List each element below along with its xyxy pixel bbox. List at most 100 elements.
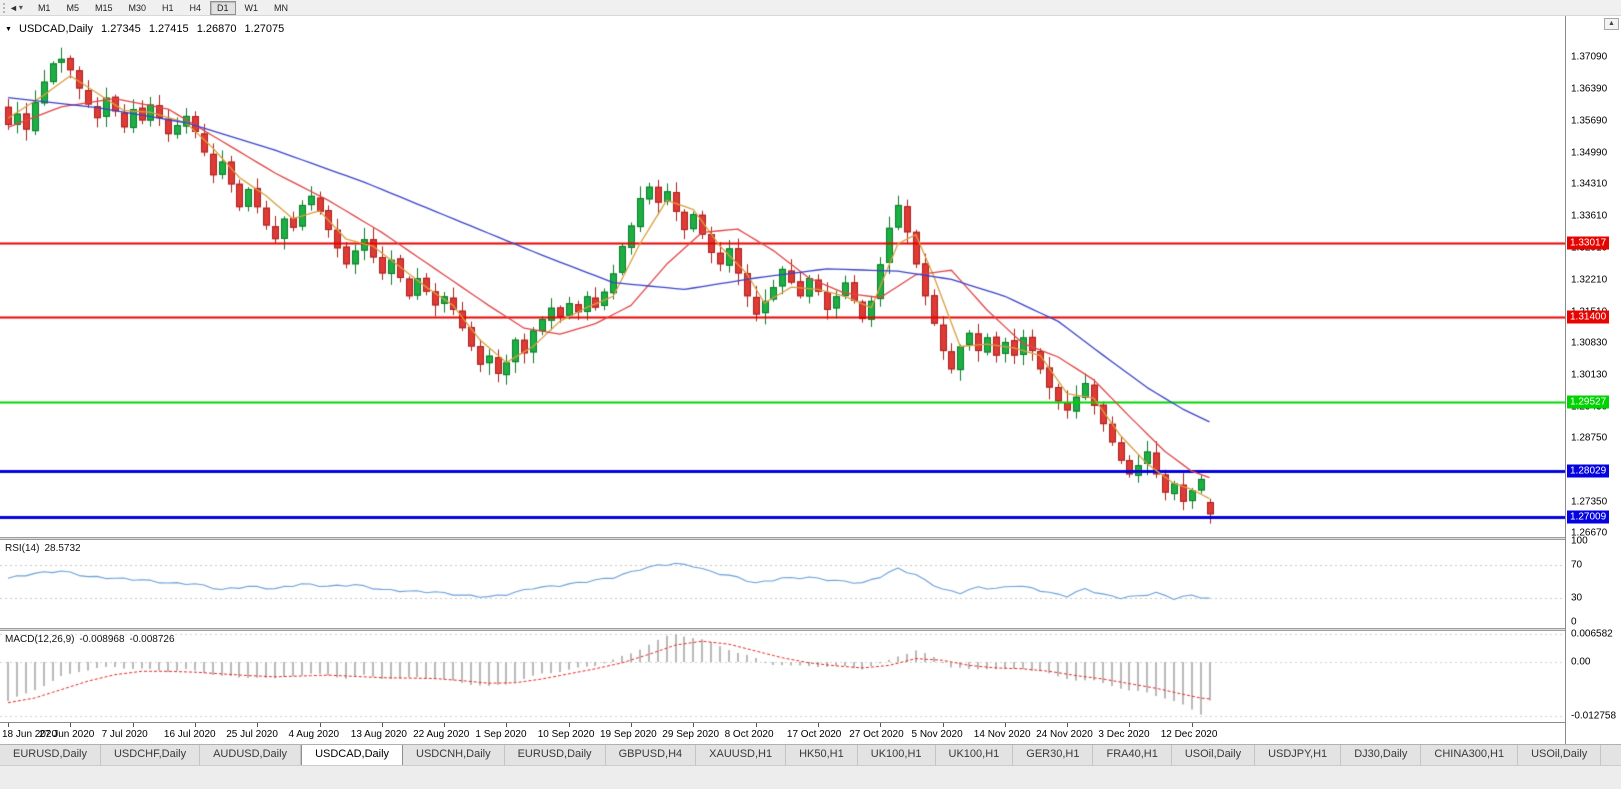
- chart-tab-audusd-daily[interactable]: AUDUSD,Daily: [200, 745, 302, 765]
- date-axis-tick: [693, 723, 695, 727]
- ohlc-readout: ▼ USDCAD,Daily 1.27345 1.27415 1.26870 1…: [5, 23, 289, 35]
- date-axis-tick: [942, 723, 944, 727]
- chart-tab-usdjpy-h1[interactable]: USDJPY,H1: [1255, 745, 1342, 765]
- date-axis-tick: [444, 723, 446, 727]
- price-line-badge: 1.27009: [1567, 510, 1610, 524]
- date-axis-label: 1 Sep 2020: [475, 729, 527, 740]
- chart-tab-eurusd-daily[interactable]: EURUSD,Daily: [504, 745, 606, 765]
- macd-label: MACD(12,26,9) -0.008968 -0.008726: [5, 634, 180, 645]
- price-axis-label: 1.28750: [1571, 432, 1608, 444]
- timeframe-button-m1[interactable]: M1: [37, 2, 51, 13]
- toolbar-pointer-icon[interactable]: ◄: [9, 2, 18, 13]
- chart-tab-china300-h1[interactable]: CHINA300,H1: [1421, 745, 1519, 765]
- timeframe-button-mn[interactable]: MN: [274, 2, 289, 13]
- open-value: 1.27345: [101, 23, 141, 35]
- date-axis-label: 27 Oct 2020: [849, 729, 904, 740]
- date-axis-tick: [1129, 723, 1131, 727]
- timeframe-button-d1[interactable]: D1: [210, 0, 236, 15]
- chart-tab-usoil-daily[interactable]: USOil,Daily: [1518, 745, 1602, 765]
- price-axis-label: 1.35690: [1571, 115, 1608, 127]
- date-axis-label: 29 Sep 2020: [662, 729, 720, 740]
- date-axis-label: 16 Jul 2020: [163, 729, 216, 740]
- date-axis-tick: [319, 723, 321, 727]
- rsi-axis-label: 0: [1571, 616, 1577, 628]
- high-value: 1.27415: [148, 23, 189, 35]
- toolbar-dropdown-caret-icon[interactable]: ▾: [18, 3, 23, 12]
- price-line-badge: 1.33017: [1567, 236, 1610, 250]
- price-axis-label: 1.34990: [1571, 147, 1608, 159]
- panel-divider-macd[interactable]: [0, 628, 1621, 631]
- chart-tab-xauusd-h1[interactable]: XAUUSD,H1: [696, 745, 787, 765]
- price-axis-label: 1.30130: [1571, 369, 1608, 381]
- price-axis-label: 1.34310: [1571, 178, 1608, 190]
- chart-tab-usdcad-daily[interactable]: USDCAD,Daily: [301, 745, 404, 765]
- date-axis-tick: [1067, 723, 1069, 727]
- chart-tab-fra40-h1[interactable]: FRA40,H1: [1093, 745, 1172, 765]
- date-axis-label: 8 Oct 2020: [724, 729, 774, 740]
- date-axis-label: 25 Jul 2020: [226, 729, 278, 740]
- rsi-axis-label: 30: [1571, 592, 1583, 604]
- main-price-chart-canvas[interactable]: [0, 16, 1565, 537]
- date-axis-label: 17 Oct 2020: [786, 729, 842, 740]
- date-axis-tick: [1191, 723, 1193, 727]
- chart-tab-usoil-daily[interactable]: USOil,Daily: [1171, 745, 1256, 765]
- date-axis-label: 10 Sep 2020: [537, 729, 595, 740]
- date-axis-label: 24 Nov 2020: [1036, 729, 1093, 740]
- date-axis[interactable]: 18 Jun 2020 27 Jun 2020 7 Jul 2020 16 Jul 2…: [0, 722, 1621, 744]
- date-axis-tick: [257, 723, 259, 727]
- price-line-badge: 1.29527: [1567, 395, 1610, 409]
- rsi-name: RSI(14): [5, 543, 40, 554]
- chart-tab-uk100-h1[interactable]: UK100,H1: [857, 745, 936, 765]
- rsi-panel-canvas[interactable]: [0, 540, 1565, 628]
- chart-tab-hk50-h1[interactable]: HK50,H1: [786, 745, 858, 765]
- macd-axis-label: 0.00: [1571, 656, 1591, 668]
- date-axis-tick: [1004, 723, 1006, 727]
- rsi-label: RSI(14) 28.5732: [5, 543, 86, 554]
- timeframe-button-h4[interactable]: H4: [189, 2, 202, 13]
- price-axis-label: 1.33610: [1571, 210, 1608, 222]
- ohlc-toggle-icon[interactable]: ▼: [5, 26, 12, 33]
- macd-axis-label: 0.006582: [1571, 628, 1613, 640]
- macd-main-value: -0.008968: [79, 634, 125, 645]
- date-axis-label: 22 Aug 2020: [413, 729, 470, 740]
- date-axis-tick: [132, 723, 134, 727]
- chart-tab-eurusd-daily[interactable]: EURUSD,Daily: [0, 745, 101, 765]
- status-bar: [0, 765, 1621, 789]
- timeframe-toolbar: ◄ ▾ M1 M5 M15 M30 H1 H4 D1 W1 MN: [0, 0, 1621, 16]
- date-axis-tick: [194, 723, 196, 727]
- timeframe-button-m15[interactable]: M15: [94, 2, 113, 13]
- macd-axis-label: -0.012758: [1571, 710, 1617, 722]
- panel-divider-rsi[interactable]: [0, 537, 1621, 540]
- date-axis-tick: [755, 723, 757, 727]
- price-axis[interactable]: 1.37090 1.36390 1.35690 1.34990 1.34310 1.336…: [1565, 16, 1621, 744]
- price-axis-label: 1.30830: [1571, 337, 1608, 349]
- chart-symbol-period: USDCAD,Daily: [19, 23, 93, 35]
- timeframe-button-m5[interactable]: M5: [66, 2, 79, 13]
- chart-tab-uk100-h1[interactable]: UK100,H1: [935, 745, 1014, 765]
- chart-tab-dj30-daily[interactable]: DJ30,Daily: [1341, 745, 1422, 765]
- date-axis-tick: [381, 723, 383, 727]
- chart-tab-bar: EURUSD,Daily USDCHF,Daily AUDUSD,Daily USDC…: [0, 744, 1621, 765]
- toolbar-grip[interactable]: [3, 2, 6, 13]
- chart-tab-gbpusd-h4[interactable]: GBPUSD,H4: [605, 745, 697, 765]
- date-axis-label: 3 Dec 2020: [1098, 729, 1150, 740]
- chart-tab-usdchf-daily[interactable]: USDCHF,Daily: [100, 745, 201, 765]
- date-axis-tick: [8, 723, 9, 727]
- date-axis-tick: [506, 723, 508, 727]
- price-line-badge: 1.31400: [1567, 310, 1610, 324]
- timeframe-button-w1[interactable]: W1: [244, 2, 259, 13]
- date-axis-label: 12 Dec 2020: [1160, 729, 1218, 740]
- timeframe-button-m30[interactable]: M30: [128, 2, 146, 13]
- date-axis-label: 27 Jun 2020: [39, 729, 95, 740]
- rsi-axis-label: 70: [1571, 559, 1583, 571]
- price-line-badge: 1.28029: [1567, 464, 1610, 478]
- price-axis-label: 1.36390: [1571, 83, 1608, 95]
- chart-tab-usdcnh-daily[interactable]: USDCNH,Daily: [403, 745, 505, 765]
- timeframe-button-h1[interactable]: H1: [162, 2, 174, 13]
- chart-scroll-up-button[interactable]: ▲: [1604, 18, 1619, 30]
- date-axis-tick: [880, 723, 882, 727]
- chart-tab-ger30-h1[interactable]: GER30,H1: [1013, 745, 1094, 765]
- price-axis-label: 1.32210: [1571, 274, 1608, 286]
- date-axis-tick: [568, 723, 570, 727]
- macd-panel-canvas[interactable]: [0, 631, 1565, 722]
